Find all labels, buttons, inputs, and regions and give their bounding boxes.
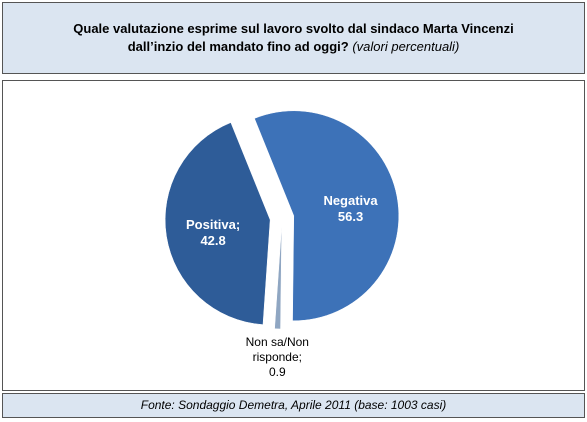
title-text: Quale valutazione esprime sul lavoro svo… bbox=[63, 20, 524, 56]
slice-value: 56.3 bbox=[338, 209, 363, 224]
chart-subtitle: (valori percentuali) bbox=[352, 39, 460, 54]
slice-label: Positiva; 42.8 bbox=[186, 217, 240, 248]
title-box: Quale valutazione esprime sul lavoro svo… bbox=[2, 2, 585, 74]
slice-value: 42.8 bbox=[200, 233, 225, 248]
chart-title: Quale valutazione esprime sul lavoro svo… bbox=[73, 21, 514, 54]
slice-label: Non sa/Non risponde; 0.9 bbox=[232, 335, 322, 380]
plot-area bbox=[2, 80, 585, 391]
slice-label: Negativa 56.3 bbox=[323, 193, 378, 224]
slice-name: Negativa bbox=[323, 193, 378, 208]
pie-slice bbox=[254, 110, 400, 322]
pie-slice bbox=[164, 122, 271, 325]
source: Fonte: Sondaggio Demetra, Aprile 2011 (b… bbox=[2, 393, 585, 418]
pie-slice bbox=[274, 223, 283, 330]
slice-name: Positiva; bbox=[186, 217, 240, 232]
slice-value: 0.9 bbox=[268, 364, 286, 379]
slice-name: Non sa/Non risponde; bbox=[245, 334, 309, 364]
